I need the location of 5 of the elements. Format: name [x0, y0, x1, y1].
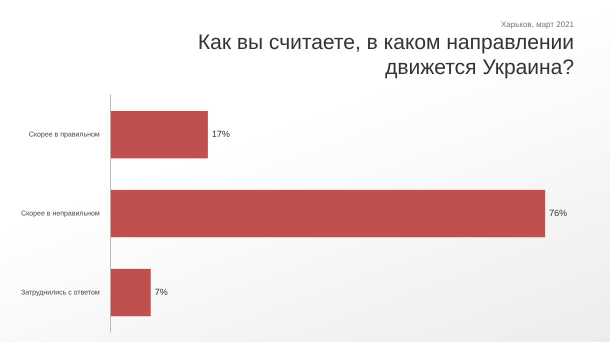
chart-subtitle: Харьков, март 2021 — [500, 20, 574, 29]
data-label: 17% — [212, 129, 230, 140]
data-label: 7% — [154, 287, 168, 298]
chart-title: Как вы считаете, в каком направлении движется Украина? — [196, 30, 574, 80]
data-label: 76% — [549, 208, 568, 218]
